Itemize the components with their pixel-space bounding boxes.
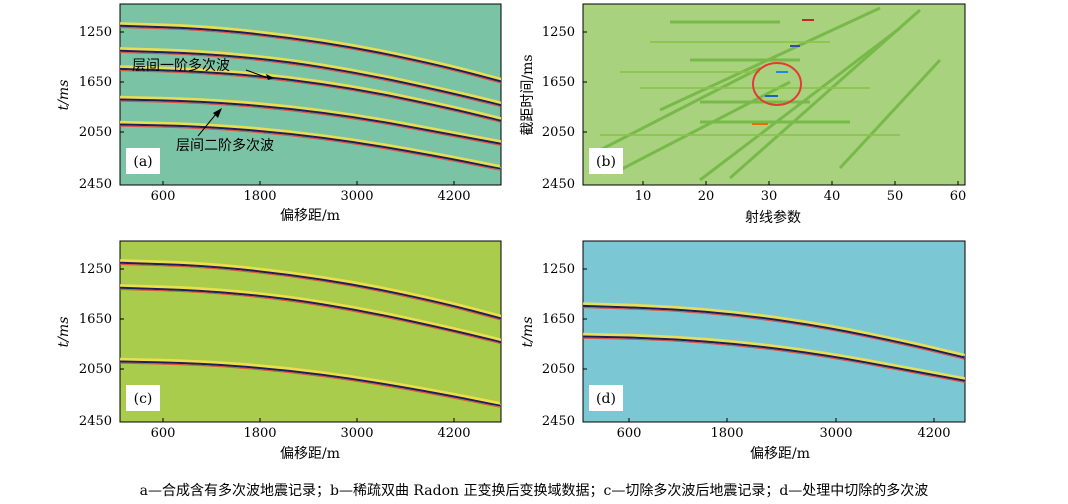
panel-d-xtick: 1800: [710, 426, 743, 441]
panel-d-event-2-trace: [583, 335, 965, 382]
panel-d-ytick: 1650: [542, 312, 575, 327]
panel-d-xtick: 4200: [917, 426, 950, 441]
panel-a-xtick: 3000: [340, 189, 373, 204]
panel-c-curves: [120, 259, 501, 409]
panel-d-xlabel: 偏移距/m: [750, 446, 810, 462]
panel-c-xtick: 4200: [437, 426, 470, 441]
panel-d-ytick: 2450: [542, 414, 575, 429]
panel-b-tag-box: [589, 148, 623, 174]
panel-b-ylabel: 截距时间/ms: [520, 54, 536, 135]
panel-b-ytick: 1650: [542, 75, 575, 90]
panel-a-curves: [120, 22, 501, 172]
panel-a: (a) 层间一阶多次波 层间二阶多次波 1250 1650 2050 2450 …: [56, 3, 502, 224]
highlight-circle: [752, 62, 802, 106]
panel-c-event-2-trace: [120, 284, 501, 343]
panel-c-tag-box: [126, 385, 160, 411]
panel-b-xtick: 40: [824, 189, 841, 204]
panel-d-event-2-trace: [583, 332, 965, 382]
panel-a-ytick: 1650: [79, 75, 112, 90]
panel-a-event-4-trace: [120, 95, 501, 145]
panel-a-event-5-trace: [120, 125, 501, 172]
annotation-1-leader: [245, 69, 269, 79]
panel-c-event-1-trace: [120, 261, 501, 320]
panel-c-event-2-trace: [120, 288, 501, 345]
panel-d-tag: (d): [596, 391, 616, 407]
panel-d-xtick: 3000: [819, 426, 852, 441]
panel-a-event-1-trace: [120, 24, 501, 83]
panel-c-event-3-trace: [120, 360, 501, 407]
panel-c-ylabel: t/ms: [56, 317, 72, 348]
panel-a-ytick: 2050: [79, 125, 112, 140]
panel-b-xtick: 10: [635, 189, 652, 204]
panel-b-xtick: 60: [950, 189, 967, 204]
figure-caption: a—合成含有多次波地震记录；b—稀疏双曲 Radon 正变换后变换域数据；c—切…: [139, 483, 929, 499]
panel-d-event-1-trace: [583, 302, 965, 359]
panel-c-xtick: 600: [151, 426, 176, 441]
panel-c-ytick: 2050: [79, 362, 112, 377]
panel-c-tag: (c): [134, 391, 153, 407]
panel-b-xtick: 30: [761, 189, 778, 204]
panel-d-event-1-trace: [583, 304, 965, 359]
panel-d: (d) 1250 1650 2050 2450 600 1800 3000 42…: [520, 240, 966, 462]
panel-c-ytick: 2450: [79, 414, 112, 429]
panel-a-ylabel: t/ms: [56, 80, 72, 111]
panel-b: (b) 1250 1650 2050 2450 10 20 30 40 50 6…: [520, 3, 967, 226]
panel-a-event-4-trace: [120, 98, 501, 145]
panel-a-event-2-trace: [120, 51, 501, 108]
panel-c-xlabel: 偏移距/m: [280, 446, 340, 462]
panel-a-event-1-trace: [120, 26, 501, 84]
panel-c: (c) 1250 1650 2050 2450 600 1800 3000 42…: [56, 240, 502, 462]
panel-d-event-1-trace: [583, 306, 965, 360]
panel-a-tag-box: [126, 148, 160, 174]
panel-a-tag: (a): [133, 154, 152, 170]
panel-c-event-3-trace: [120, 357, 501, 407]
panel-c-event-3-trace: [120, 362, 501, 409]
panel-d-tag-box: [589, 385, 623, 411]
panel-d-ytick: 2050: [542, 362, 575, 377]
panel-c-ytick: 1250: [79, 262, 112, 277]
panel-b-radon-energy: [599, 6, 942, 182]
panel-b-xtick: 20: [698, 189, 715, 204]
panel-a-ytick: 1250: [79, 25, 112, 40]
panel-c-xtick: 1800: [243, 426, 276, 441]
panel-d-curves: [583, 302, 965, 383]
panel-b-ytick: 1250: [542, 25, 575, 40]
panel-a-xlabel: 偏移距/m: [280, 208, 340, 224]
annotation-first-order-multiple: 层间一阶多次波: [132, 57, 230, 74]
panel-d-plot-area: [582, 240, 966, 423]
annotation-2-leader: [197, 113, 217, 137]
panel-b-xtick: 50: [887, 189, 904, 204]
panel-a-event-5-trace: [120, 123, 501, 170]
panel-a-xtick: 1800: [243, 189, 276, 204]
panel-b-tag: (b): [596, 154, 616, 170]
panel-c-ytick: 1650: [79, 312, 112, 327]
panel-a-xtick: 4200: [437, 189, 470, 204]
panel-a-event-2-trace: [120, 49, 501, 107]
panel-d-ytick: 1250: [542, 262, 575, 277]
panel-a-event-2-trace: [120, 47, 501, 106]
panel-a-event-3-trace: [120, 65, 501, 122]
panel-a-event-5-trace: [120, 120, 501, 170]
annotation-second-order-multiple: 层间二阶多次波: [176, 137, 274, 154]
panel-a-event-1-trace: [120, 22, 501, 82]
annotation-1-arrowhead: [266, 74, 274, 80]
panel-b-ytick: 2450: [542, 177, 575, 192]
panel-a-xtick: 600: [151, 189, 176, 204]
panel-a-event-3-trace: [120, 69, 501, 123]
annotation-2-arrowhead: [213, 108, 222, 118]
panel-a-event-3-trace: [120, 67, 501, 122]
panel-a-event-4-trace: [120, 100, 501, 146]
panel-c-xtick: 3000: [340, 426, 373, 441]
panel-b-ytick: 2050: [542, 125, 575, 140]
panel-c-event-1-trace: [120, 259, 501, 319]
panel-d-ylabel: t/ms: [520, 317, 536, 348]
panel-a-ytick: 2450: [79, 177, 112, 192]
figure-canvas: (a) 层间一阶多次波 层间二阶多次波 1250 1650 2050 2450 …: [56, 3, 967, 462]
panel-d-xtick: 600: [617, 426, 642, 441]
panel-c-event-2-trace: [120, 286, 501, 344]
panel-d-event-2-trace: [583, 337, 965, 383]
panel-b-xlabel: 射线参数: [745, 209, 801, 226]
panel-c-event-1-trace: [120, 263, 501, 321]
